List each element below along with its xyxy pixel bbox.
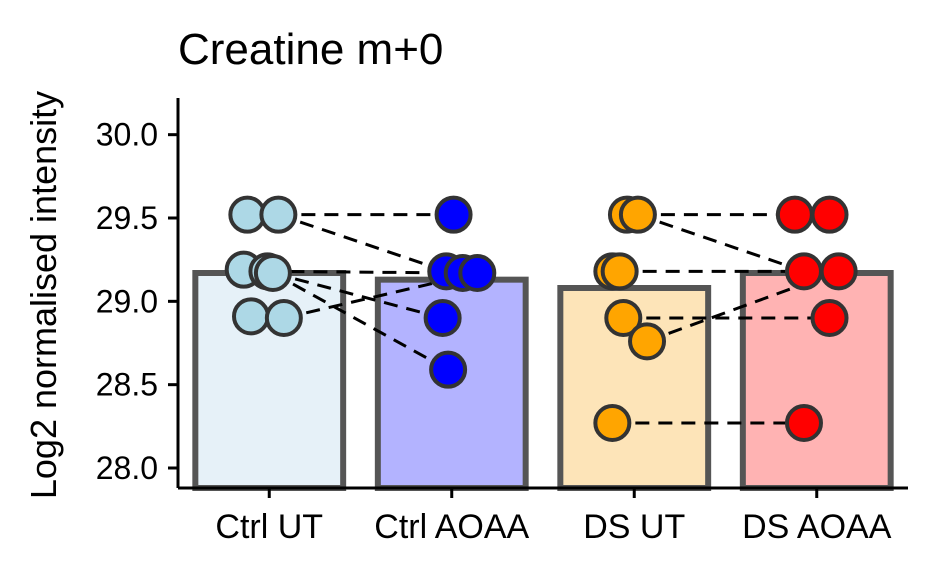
data-point — [819, 252, 858, 291]
data-point — [810, 195, 849, 234]
data-point — [784, 252, 823, 291]
data-point — [429, 350, 468, 389]
x-tick-label: DS AOAA — [742, 508, 892, 546]
data-point — [784, 404, 823, 442]
chart-title: Creatine m+0 — [178, 25, 443, 74]
pair-line — [272, 271, 444, 320]
y-tick-label: 29.5 — [96, 200, 158, 236]
x-tick-label: Ctrl UT — [215, 508, 323, 546]
y-tick-label: 29.0 — [96, 283, 158, 319]
data-point — [628, 322, 667, 361]
data-point — [253, 254, 292, 292]
data-point — [600, 252, 639, 291]
data-point — [604, 299, 643, 337]
axes — [176, 98, 908, 490]
y-tick-label: 28.5 — [96, 367, 158, 403]
y-axis-label: Log2 normalised intensity — [23, 91, 64, 499]
x-tick-label: DS UT — [583, 508, 685, 546]
data-point — [618, 195, 657, 234]
data-point — [423, 299, 462, 337]
y-tick-label: 28.0 — [96, 450, 158, 486]
y-tick-label: 30.0 — [96, 117, 158, 153]
pair-line — [272, 271, 449, 371]
x-tick-label: Ctrl AOAA — [374, 508, 529, 546]
data-point — [232, 297, 270, 336]
data-point — [775, 195, 814, 234]
data-point — [228, 195, 267, 234]
data-point — [264, 299, 303, 337]
bars-layer — [192, 270, 894, 491]
data-point — [458, 254, 497, 292]
points-layer — [224, 195, 858, 442]
data-point — [259, 195, 298, 234]
y-ticks: 28.0 28.5 29.0 29.5 30.0 — [96, 117, 178, 486]
pair-line — [277, 213, 447, 273]
pair-line — [637, 213, 805, 273]
bar — [192, 270, 347, 491]
data-point — [593, 404, 632, 442]
data-point — [810, 299, 849, 337]
x-ticks: Ctrl UT Ctrl AOAA DS UT DS AOAA — [215, 488, 892, 546]
data-point — [434, 195, 473, 234]
